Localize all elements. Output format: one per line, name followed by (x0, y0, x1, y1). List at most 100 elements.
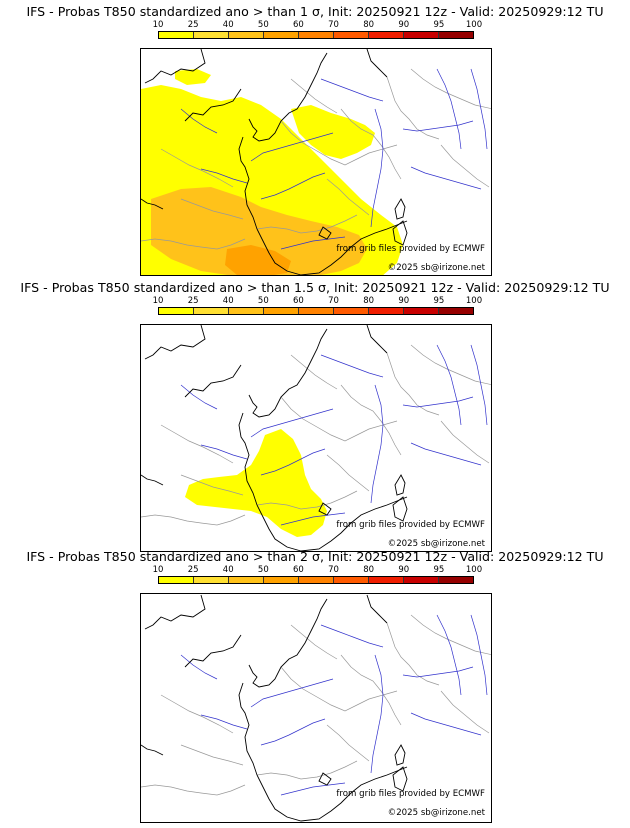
border-line (340, 108, 402, 180)
colorbar-swatch (264, 308, 299, 314)
colorbar-swatch (299, 32, 334, 38)
colorbar-swatch (159, 32, 194, 38)
colorbar-swatch (194, 577, 229, 583)
river-line (250, 408, 334, 438)
colorbar-tick-label: 25 (187, 296, 199, 306)
river-line (250, 678, 334, 708)
colorbar-swatch (369, 577, 404, 583)
rivers (180, 614, 488, 796)
rivers (180, 344, 488, 526)
probability-area (185, 429, 327, 537)
colorbar-tick-label: 100 (465, 296, 483, 306)
colorbar-tick-label: 40 (222, 20, 234, 30)
coastline-segment (184, 88, 242, 122)
colorbar-tick-label: 40 (222, 296, 234, 306)
colorbar-ticks: 10 25 40 50 60 70 80 90 95 100 (153, 565, 483, 576)
coastline-segment (392, 766, 408, 792)
coastline-segment (141, 744, 164, 756)
border-line (160, 424, 234, 464)
colorbar-tick-label: 95 (433, 565, 445, 575)
colorbar-tick-label: 95 (433, 296, 445, 306)
colorbar-tick-label: 40 (222, 565, 234, 575)
colorbar-tick-label: 95 (433, 20, 445, 30)
border-line (141, 238, 246, 250)
coastline-segment (144, 594, 206, 630)
colorbar-tick-label: 60 (293, 565, 304, 575)
country-borders (141, 344, 491, 526)
colorbar-tick-label: 10 (152, 565, 164, 575)
coastline-segment (141, 474, 164, 486)
colorbar-swatch (229, 308, 264, 314)
river-line (200, 714, 248, 730)
rivers (180, 68, 488, 250)
coastline-segment (248, 598, 328, 688)
map-panel-1: from grib files provided by ECMWF ©2025 … (140, 48, 492, 276)
country-borders (141, 614, 491, 796)
coastline-segment (366, 325, 388, 354)
map-svg (141, 49, 491, 275)
credit-copyright: ©2025 sb@irizone.net (387, 263, 485, 273)
map-svg (141, 594, 491, 822)
map-panel-2: from grib files provided by ECMWF ©2025 … (140, 324, 492, 552)
colorbar-tick-label: 70 (328, 20, 339, 30)
colorbar-tick-label: 90 (398, 20, 410, 30)
colorbar: 10 25 40 50 60 70 80 90 95 100 (153, 565, 483, 591)
panel-1: IFS - Probas T850 standardized ano > tha… (0, 0, 630, 276)
colorbar-swatch (159, 577, 194, 583)
colorbar-tick-label: 10 (152, 296, 164, 306)
river-line (402, 666, 474, 678)
panel-title: IFS - Probas T850 standardized ano > tha… (26, 4, 604, 19)
coastline-segment (256, 220, 408, 275)
border-line (410, 344, 491, 385)
colorbar: 10 25 40 50 60 70 80 90 95 100 (153, 20, 482, 46)
colorbar-swatch (334, 32, 369, 38)
border-line (256, 214, 358, 234)
river-line (410, 166, 482, 190)
border-line (440, 144, 490, 188)
colorbar: 10 25 40 50 60 70 80 90 95 100 (153, 296, 483, 322)
border-line (410, 68, 491, 109)
border-line (280, 120, 398, 166)
probability-field (185, 429, 327, 537)
river-line (180, 384, 218, 410)
river-line (280, 782, 346, 796)
river-line (260, 448, 326, 476)
border-line (141, 784, 246, 796)
colorbar-tick-label: 70 (328, 296, 339, 306)
colorbar-swatch (404, 577, 439, 583)
colorbar-tick-label: 80 (363, 296, 375, 306)
border-line (256, 760, 358, 780)
probability-area (225, 245, 291, 275)
panel-title: IFS - Probas T850 standardized ano > tha… (20, 280, 610, 295)
river-line (370, 384, 384, 504)
coastline-segment (248, 52, 328, 142)
colorbar-swatch (334, 577, 369, 583)
river-line (260, 718, 326, 746)
coastline-segment (318, 502, 332, 516)
river-line (320, 78, 384, 102)
coastline-segment (318, 226, 332, 240)
probability-field (141, 69, 403, 275)
river-line (436, 68, 462, 150)
colorbar-tick-label: 10 (152, 20, 164, 30)
colorbar-tick-label: 25 (187, 20, 199, 30)
coastline-segment (144, 325, 206, 360)
colorbar-tick-label: 100 (465, 565, 483, 575)
map-svg (141, 325, 491, 551)
coastline (141, 594, 408, 822)
colorbar-ticks: 10 25 40 50 60 70 80 90 95 100 (153, 296, 483, 307)
colorbar-swatch (439, 308, 473, 314)
colorbar-swatch (159, 308, 194, 314)
colorbar-swatches (158, 31, 474, 39)
river-line (200, 168, 248, 184)
colorbar-swatch (439, 32, 473, 38)
coastline-segment (394, 474, 406, 496)
border-line (386, 76, 440, 140)
river-line (200, 444, 248, 460)
colorbar-swatch (369, 32, 404, 38)
border-line (141, 514, 246, 526)
coastline-segment (144, 49, 206, 84)
colorbar-swatch (334, 308, 369, 314)
coastline-segment (238, 682, 258, 776)
colorbar-tick-label: 60 (293, 20, 304, 30)
